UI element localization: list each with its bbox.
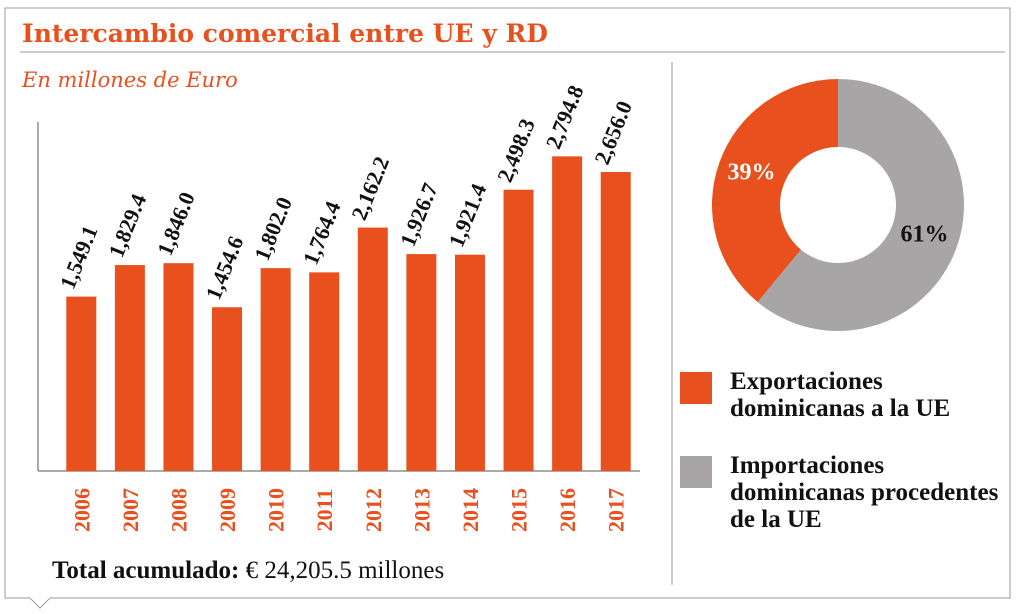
bar <box>163 263 194 471</box>
pie-slice <box>757 79 964 331</box>
legend-swatch <box>680 372 712 404</box>
x-tick-label: 2012 <box>361 488 386 532</box>
bar <box>454 254 485 471</box>
bar <box>212 307 243 471</box>
total-value: € 24,205.5 millones <box>246 557 445 584</box>
x-tick-label: 2007 <box>118 488 143 532</box>
chart-title: Intercambio comercial entre UE y RD <box>22 19 548 48</box>
bar <box>114 265 145 471</box>
legend-item: Exportaciones dominicanas a la UE <box>680 368 1000 422</box>
x-tick-label: 2010 <box>264 488 289 532</box>
x-tick-label: 2011 <box>312 489 337 532</box>
bar <box>503 189 534 471</box>
legend-label: Exportaciones dominicanas a la UE <box>730 368 951 422</box>
bar <box>66 296 97 471</box>
x-tick-label: 2008 <box>166 488 191 532</box>
total-label: Total acumulado: <box>52 557 239 584</box>
pie-slice <box>712 79 838 303</box>
x-tick-label: 2009 <box>215 488 240 532</box>
total: Total acumulado: € 24,205.5 millones <box>52 557 444 584</box>
bar <box>357 227 388 471</box>
x-tick-label: 2013 <box>409 488 434 532</box>
x-tick-label: 2017 <box>604 488 629 532</box>
legend-swatch <box>680 456 712 488</box>
bar <box>406 254 437 471</box>
subtitle: En millones de Euro <box>21 68 238 92</box>
x-tick-label: 2016 <box>555 488 580 532</box>
legend-item: Importaciones dominicanas procedentes de… <box>680 452 1000 533</box>
bar <box>309 272 340 471</box>
x-tick-label: 2006 <box>69 488 94 532</box>
slice-label: 61% <box>901 222 949 248</box>
bar <box>600 171 631 471</box>
x-tick-label: 2015 <box>507 488 532 532</box>
bar <box>260 268 291 471</box>
legend-label: Importaciones dominicanas procedentes de… <box>730 452 999 533</box>
x-tick-label: 2014 <box>458 488 483 532</box>
slice-label: 39% <box>727 159 775 185</box>
bar <box>552 156 583 471</box>
